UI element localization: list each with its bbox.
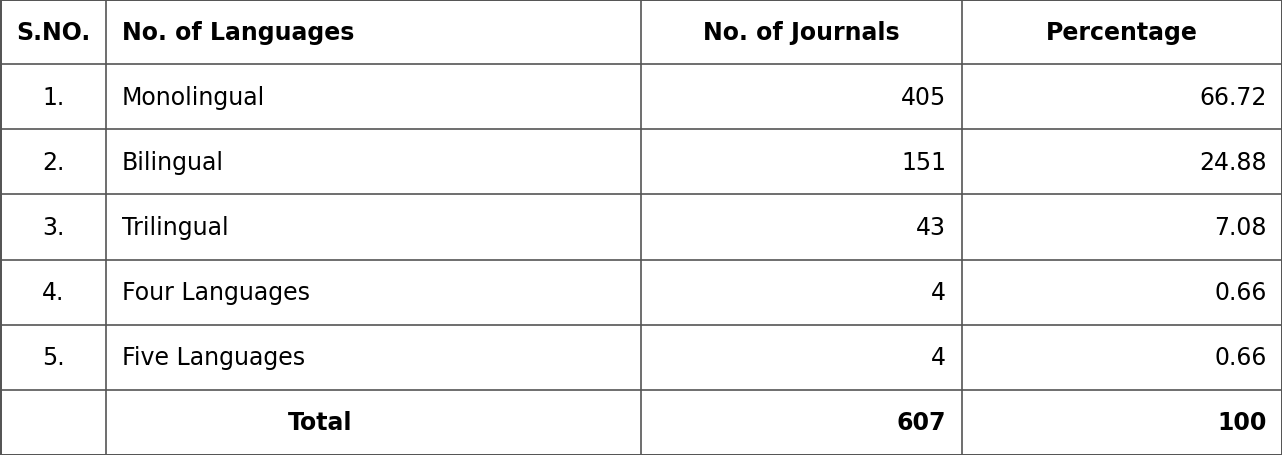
Text: 607: 607	[896, 410, 946, 435]
Text: No. of Journals: No. of Journals	[703, 20, 900, 45]
Text: 0.66: 0.66	[1214, 281, 1267, 304]
Text: Total: Total	[288, 410, 353, 435]
Text: Percentage: Percentage	[1046, 20, 1197, 45]
Text: 1.: 1.	[42, 86, 64, 110]
Text: 43: 43	[917, 216, 946, 239]
Text: Trilingual: Trilingual	[122, 216, 228, 239]
Text: 24.88: 24.88	[1199, 151, 1267, 174]
Text: 66.72: 66.72	[1199, 86, 1267, 110]
Text: 4: 4	[931, 281, 946, 304]
Text: 405: 405	[901, 86, 946, 110]
Text: 5.: 5.	[42, 345, 64, 369]
Text: 4.: 4.	[42, 281, 64, 304]
Text: Four Languages: Four Languages	[122, 281, 310, 304]
Text: 100: 100	[1217, 410, 1267, 435]
Text: 2.: 2.	[42, 151, 64, 174]
Text: S.NO.: S.NO.	[17, 20, 90, 45]
Text: 7.08: 7.08	[1214, 216, 1267, 239]
Text: 3.: 3.	[42, 216, 64, 239]
Text: 4: 4	[931, 345, 946, 369]
Text: 0.66: 0.66	[1214, 345, 1267, 369]
Text: No. of Languages: No. of Languages	[122, 20, 354, 45]
Text: Monolingual: Monolingual	[122, 86, 265, 110]
Text: 151: 151	[901, 151, 946, 174]
Text: Five Languages: Five Languages	[122, 345, 305, 369]
Text: Bilingual: Bilingual	[122, 151, 224, 174]
